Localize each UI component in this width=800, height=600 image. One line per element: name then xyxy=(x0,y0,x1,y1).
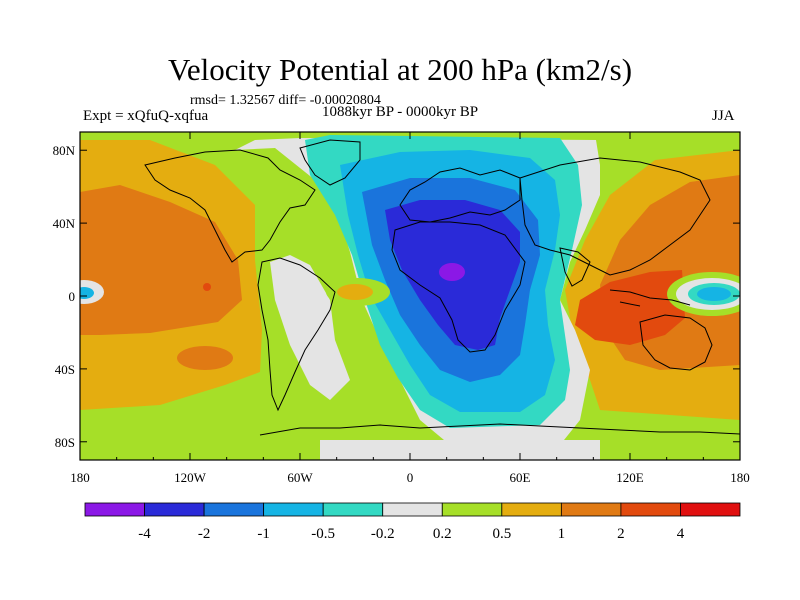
colorbar-label: 4 xyxy=(677,526,685,542)
colorbar-swatch xyxy=(144,502,205,517)
contour-field xyxy=(80,132,740,460)
period-label: 1088kyr BP - 0000kyr BP xyxy=(322,104,479,120)
contour-orange-sw-blob xyxy=(177,346,233,370)
y-tick-label: 80N xyxy=(53,143,76,158)
y-tick-label: 40S xyxy=(55,362,75,377)
colorbar-swatch xyxy=(263,502,324,517)
colorbar-label: 0.2 xyxy=(433,526,452,542)
colorbar-swatch xyxy=(620,502,681,517)
colorbar: -4 -2 -1 -0.5 -0.2 0.2 0.5 1 2 4 xyxy=(84,502,741,542)
rmsd-diff-stats: rmsd= 1.32567 diff= -0.00020804 xyxy=(190,93,381,108)
coast-australia xyxy=(639,314,713,371)
colorbar-swatch xyxy=(441,502,503,517)
x-tick-label: 180 xyxy=(730,470,750,485)
y-tick-label: 80S xyxy=(55,435,75,450)
coast-indonesia xyxy=(609,289,691,307)
colorbar-label: 0.5 xyxy=(492,526,511,542)
colorbar-label: -0.2 xyxy=(371,526,395,542)
coast-europe xyxy=(399,167,521,223)
coast-india xyxy=(559,247,591,287)
contour-cyan-west-edge xyxy=(80,287,94,299)
contour-orange-atlantic-blob xyxy=(337,284,373,300)
colorbar-label: -4 xyxy=(138,526,151,542)
contour-grey-antarctic xyxy=(320,440,600,460)
y-axis: 80N 40N 0 40S 80S xyxy=(53,143,740,450)
y-tick-label: 0 xyxy=(69,289,76,304)
x-tick-label: 0 xyxy=(407,470,414,485)
coast-antarctica xyxy=(259,423,740,436)
contour-grey-left-strip xyxy=(270,255,350,400)
colorbar-swatch xyxy=(84,502,145,517)
x-tick-label: 120E xyxy=(616,470,644,485)
contour-orange-west xyxy=(80,185,242,335)
contour-purple-core xyxy=(439,263,465,281)
y-tick-label: 40N xyxy=(53,216,76,231)
contour-red-east xyxy=(575,270,685,345)
coast-africa xyxy=(391,221,526,353)
coast-asia xyxy=(519,157,711,276)
colorbar-swatch xyxy=(322,502,384,517)
x-tick-label: 60E xyxy=(510,470,531,485)
colorbar-swatch xyxy=(203,502,265,517)
coast-north-america xyxy=(144,149,316,263)
colorbar-label: 1 xyxy=(558,526,566,542)
coastlines xyxy=(144,139,740,436)
colorbar-swatch xyxy=(501,502,562,517)
colorbar-swatch xyxy=(560,502,622,517)
season-label: JJA xyxy=(712,108,735,124)
x-tick-label: 60W xyxy=(287,470,313,485)
coast-greenland xyxy=(299,139,361,186)
colorbar-label: -0.5 xyxy=(311,526,335,542)
coast-south-america xyxy=(257,257,336,412)
experiment-label: Expt = xQfuQ-xqfua xyxy=(83,108,209,124)
colorbar-swatch xyxy=(382,502,443,517)
colorbar-label: -1 xyxy=(257,526,270,542)
colorbar-label: 2 xyxy=(617,526,625,542)
contour-cyan-eye xyxy=(697,287,731,301)
colorbar-swatch xyxy=(680,502,741,517)
contour-red-spot xyxy=(203,283,211,291)
x-tick-label: 120W xyxy=(174,470,207,485)
x-tick-label: 180 xyxy=(70,470,90,485)
colorbar-label: -2 xyxy=(198,526,211,542)
plot-title: Velocity Potential at 200 hPa (km2/s) xyxy=(167,52,633,87)
x-axis: 180 120W 60W 0 60E 120E 180 xyxy=(70,132,750,485)
